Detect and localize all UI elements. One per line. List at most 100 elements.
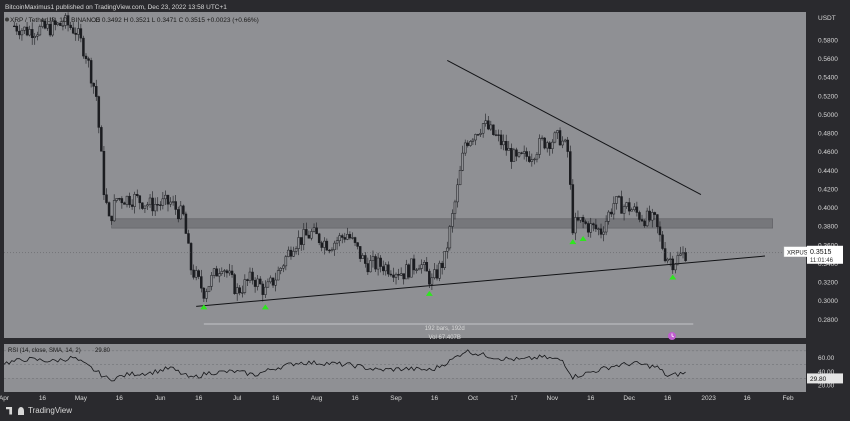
price-axis-tick-label: 0.5600 xyxy=(818,56,838,63)
ohlc-values: O 0.3492 H 0.3521 L 0.3471 C 0.3515 +0.0… xyxy=(95,17,259,24)
bounce-marker-arrow[interactable] xyxy=(425,290,433,296)
candle-up xyxy=(335,240,339,244)
candle-down xyxy=(251,271,254,281)
resistance-trendline[interactable] xyxy=(447,59,702,196)
support-zone[interactable] xyxy=(111,218,773,229)
candle-down xyxy=(510,148,513,162)
candle-down xyxy=(389,273,393,276)
candle-down xyxy=(658,226,662,236)
price-pane[interactable] xyxy=(4,12,806,338)
candle-down xyxy=(225,270,229,274)
candle-up xyxy=(51,20,54,36)
candle-up xyxy=(456,184,459,203)
candle-up xyxy=(28,29,31,36)
candle-down xyxy=(317,233,321,243)
bounce-marker-arrow[interactable] xyxy=(579,236,587,242)
candle-down xyxy=(12,25,16,28)
candle-up xyxy=(589,223,593,233)
candle-down xyxy=(340,235,344,238)
x-axis-tick-label: Dec xyxy=(623,395,635,402)
candle-down xyxy=(246,279,249,281)
candle-up xyxy=(279,267,282,271)
candle-down xyxy=(635,206,639,213)
candle-up xyxy=(533,158,536,161)
last-price-tag[interactable] xyxy=(807,245,843,264)
candle-down xyxy=(138,195,142,204)
date-range-measure[interactable] xyxy=(203,323,694,325)
candle-up xyxy=(458,170,462,186)
candle-up xyxy=(430,277,434,285)
candle-down xyxy=(299,237,303,245)
candle-up xyxy=(338,235,341,241)
candle-up xyxy=(223,270,226,272)
candle-up xyxy=(597,228,600,230)
candle-up xyxy=(23,26,26,31)
candle-down xyxy=(174,201,177,210)
candle-up xyxy=(287,249,290,257)
candle-down xyxy=(215,268,218,277)
candle-up xyxy=(61,25,65,27)
candle-down xyxy=(653,212,657,215)
candle-up xyxy=(481,123,485,134)
candle-down xyxy=(66,15,70,26)
candle-down xyxy=(343,237,347,240)
bounce-marker-arrow[interactable] xyxy=(669,274,677,280)
candle-up xyxy=(420,264,423,269)
price-axis-tick-label: 0.3000 xyxy=(818,298,838,305)
bounce-marker-arrow[interactable] xyxy=(569,239,577,245)
candle-down xyxy=(43,20,47,29)
candle-up xyxy=(194,270,198,278)
candle-down xyxy=(166,194,170,205)
x-axis-tick-label: Apr xyxy=(0,395,10,402)
bar-countdown: 11:01:46 xyxy=(810,258,834,264)
x-axis-tick-label: May xyxy=(75,395,88,402)
candle-up xyxy=(276,270,280,281)
rsi-series-line[interactable] xyxy=(3,349,686,382)
candle-up xyxy=(676,255,680,265)
candle-down xyxy=(18,30,21,36)
x-axis-tick-label: Feb xyxy=(782,395,794,402)
price-axis-tick-label: 0.4000 xyxy=(818,205,838,212)
candle-up xyxy=(517,152,521,157)
candle-down xyxy=(353,237,357,243)
candle-up xyxy=(143,205,147,209)
candle-down xyxy=(69,24,72,28)
bounce-marker-arrow[interactable] xyxy=(261,304,269,310)
candle-up xyxy=(451,213,454,227)
candle-up xyxy=(615,196,618,204)
candle-up xyxy=(148,197,152,205)
candle-down xyxy=(102,151,106,196)
candle-up xyxy=(502,141,505,146)
candle-up xyxy=(463,142,467,154)
candle-up xyxy=(630,209,634,212)
candle-up xyxy=(666,258,669,262)
candle-down xyxy=(640,219,644,222)
candle-down xyxy=(92,82,95,87)
candle-down xyxy=(515,149,518,157)
candle-up xyxy=(171,201,175,203)
candle-up xyxy=(330,249,334,252)
candle-up xyxy=(153,204,157,212)
candle-down xyxy=(558,130,562,146)
tradingview-logo[interactable]: TradingView xyxy=(6,406,72,415)
support-trendline[interactable] xyxy=(196,255,766,307)
x-axis-tick-label: 16 xyxy=(272,395,280,402)
candle-down xyxy=(253,279,257,287)
candle-down xyxy=(238,287,241,294)
candle-up xyxy=(535,154,539,160)
candle-down xyxy=(397,273,400,276)
price-axis-currency-label: USDT xyxy=(818,15,836,22)
candle-down xyxy=(592,223,595,226)
candle-down xyxy=(661,234,664,249)
candle-up xyxy=(33,36,36,38)
candle-down xyxy=(356,242,359,247)
candle-down xyxy=(494,134,498,136)
candle-up xyxy=(538,138,541,155)
bounce-marker-arrow[interactable] xyxy=(200,304,208,310)
candle-up xyxy=(612,203,616,215)
candle-down xyxy=(89,60,93,84)
price-axis-tick-label: 0.5000 xyxy=(818,112,838,119)
candle-up xyxy=(169,201,172,205)
candle-down xyxy=(402,273,405,280)
